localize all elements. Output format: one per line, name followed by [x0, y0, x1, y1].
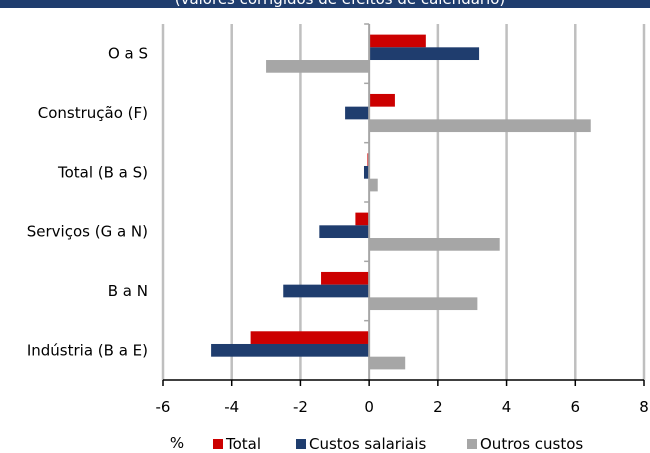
category-label: B a N	[108, 282, 148, 300]
bar	[250, 331, 370, 344]
x-tick-label: -6	[156, 398, 171, 416]
bar-layer	[211, 34, 591, 370]
legend-swatch	[467, 439, 477, 449]
category-label: Total (B a S)	[57, 163, 148, 181]
category-label: Construção (F)	[38, 104, 148, 122]
bar	[369, 297, 478, 311]
legend: Total Custos salariais Outros custos	[213, 435, 583, 453]
bar	[211, 343, 370, 357]
bar	[369, 34, 426, 48]
x-tick-label: -2	[293, 398, 308, 416]
x-tick-label: -4	[224, 398, 239, 416]
bar	[363, 165, 370, 179]
category-label: O a S	[108, 45, 148, 63]
label-layer: O a S Construção (F) Total (B a S) Serviços…	[27, 45, 649, 452]
bar	[319, 225, 370, 239]
legend-swatch	[213, 439, 223, 449]
grid-layer	[161, 24, 646, 380]
axis-layer	[162, 23, 645, 386]
bar	[369, 93, 395, 107]
bar	[321, 271, 370, 285]
bar	[369, 238, 500, 251]
x-tick-label: 8	[639, 398, 649, 416]
bar	[369, 47, 480, 61]
legend-label: Custos salariais	[309, 435, 426, 453]
legend-label: Total	[225, 435, 261, 453]
banner-text: (valores corrigidos de efeitos de calend…	[175, 0, 506, 8]
category-label: Serviços (G a N)	[27, 223, 148, 241]
bar	[266, 60, 370, 73]
category-label: Indústria (B a E)	[27, 341, 148, 359]
bar	[369, 178, 378, 192]
bar	[369, 356, 406, 370]
legend-label: Outros custos	[480, 435, 583, 453]
title-banner	[0, 0, 650, 8]
bar	[283, 284, 370, 298]
bar	[355, 212, 370, 226]
x-tick-label: 6	[571, 398, 581, 416]
bar	[345, 106, 370, 120]
x-axis-label: %	[170, 434, 184, 452]
bar	[369, 119, 591, 133]
x-tick-label: 0	[364, 398, 374, 416]
legend-swatch	[296, 439, 306, 449]
x-tick-label: 4	[502, 398, 512, 416]
x-tick-label: 2	[433, 398, 443, 416]
